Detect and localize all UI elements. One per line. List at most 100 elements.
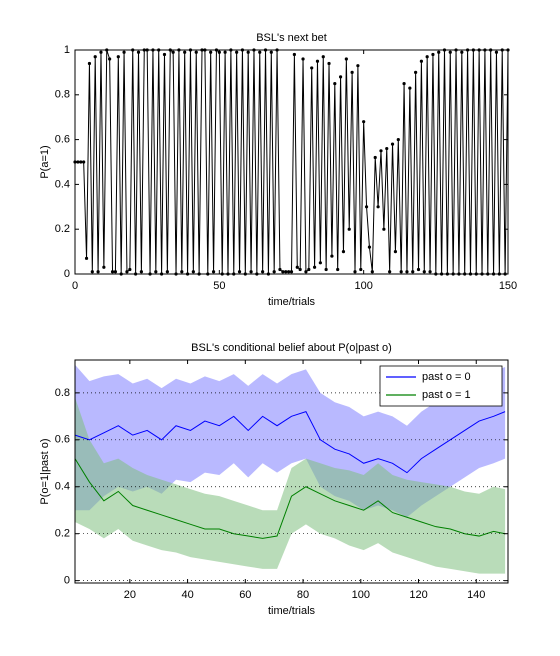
data-point	[338, 75, 343, 79]
data-point	[460, 50, 464, 54]
x-tick-label: 50	[213, 280, 225, 292]
data-point	[125, 270, 129, 274]
x-tick-label: 140	[467, 589, 485, 601]
y-tick-label: 0.6	[55, 434, 70, 446]
data-point	[87, 61, 92, 66]
x-tick-label: 20	[124, 589, 136, 601]
data-point	[364, 205, 369, 209]
x-tick-label: 40	[181, 589, 193, 601]
x-tick-label: 150	[499, 280, 517, 292]
x-tick-label: 100	[354, 280, 372, 292]
y-tick-label: 1	[64, 44, 70, 56]
data-point	[312, 265, 317, 269]
data-point	[281, 270, 285, 274]
data-point	[136, 50, 141, 54]
data-point	[324, 267, 328, 272]
data-point	[393, 250, 398, 254]
data-point	[304, 270, 308, 274]
data-point	[79, 160, 83, 164]
data-point	[113, 270, 118, 274]
data-point	[110, 270, 115, 274]
data-point	[408, 86, 412, 90]
data-point	[405, 270, 409, 274]
data-point	[350, 70, 354, 74]
data-point	[431, 52, 435, 57]
data-point	[269, 50, 273, 54]
y-axis-label: P(a=1)	[39, 145, 51, 178]
data-point	[223, 50, 227, 54]
data-point	[370, 270, 374, 274]
data-point	[108, 57, 112, 61]
data-point	[321, 55, 325, 59]
data-point	[287, 270, 291, 274]
x-tick-label: 0	[72, 280, 78, 292]
data-point	[414, 70, 418, 74]
data-point	[102, 265, 106, 269]
data-point	[258, 50, 262, 54]
data-point	[362, 120, 366, 124]
data-point	[315, 59, 320, 63]
data-point	[180, 270, 184, 274]
data-point	[76, 160, 80, 164]
data-point	[347, 227, 351, 231]
data-point	[422, 270, 426, 274]
data-point	[333, 82, 337, 86]
data-point	[295, 265, 299, 269]
data-point	[367, 245, 372, 249]
data-point	[128, 267, 132, 272]
data-point	[353, 270, 357, 274]
confidence-band	[75, 397, 506, 574]
data-point	[373, 155, 377, 160]
data-point	[301, 57, 305, 61]
x-tick-label: 100	[352, 589, 370, 601]
y-tick-label: 0	[64, 268, 70, 280]
data-point	[122, 50, 126, 54]
axes-frame	[74, 359, 509, 584]
data-point	[99, 50, 103, 54]
axes-frame	[74, 49, 509, 275]
data-point	[284, 270, 288, 274]
data-point	[96, 270, 100, 274]
x-tick-label: 60	[239, 589, 251, 601]
data-point	[272, 270, 276, 274]
data-point	[330, 254, 334, 258]
data-point	[419, 59, 423, 63]
data-point	[376, 205, 380, 209]
data-point	[382, 227, 386, 231]
data-point	[93, 55, 97, 59]
data-point	[448, 50, 452, 54]
data-point	[396, 138, 400, 142]
data-point	[292, 52, 296, 57]
data-point	[494, 50, 499, 54]
data-point	[341, 250, 346, 254]
y-tick-label: 0.8	[55, 89, 70, 101]
data-point	[379, 149, 383, 153]
x-tick-label: 120	[409, 589, 427, 601]
data-line	[74, 458, 506, 539]
x-tick-label: 80	[297, 589, 309, 601]
data-point	[183, 50, 187, 54]
data-point	[191, 270, 195, 274]
data-point	[307, 267, 311, 272]
data-point	[82, 160, 86, 164]
data-point	[385, 146, 389, 151]
data-point	[336, 267, 340, 272]
data-point	[298, 267, 302, 272]
data-point	[327, 61, 331, 66]
data-point	[171, 50, 175, 54]
data-point	[359, 267, 363, 272]
data-point	[318, 261, 322, 265]
y-tick-label: 0.2	[55, 223, 70, 235]
data-point	[116, 55, 120, 59]
data-point	[402, 82, 406, 86]
data-point	[162, 52, 167, 57]
data-point	[84, 256, 89, 260]
y-tick-label: 0.4	[55, 481, 70, 493]
data-point	[411, 270, 415, 274]
data-point	[428, 270, 432, 274]
data-point	[356, 64, 360, 68]
data-point	[310, 66, 314, 70]
legend-box	[379, 365, 503, 407]
data-point	[425, 55, 429, 59]
data-point	[90, 270, 94, 274]
